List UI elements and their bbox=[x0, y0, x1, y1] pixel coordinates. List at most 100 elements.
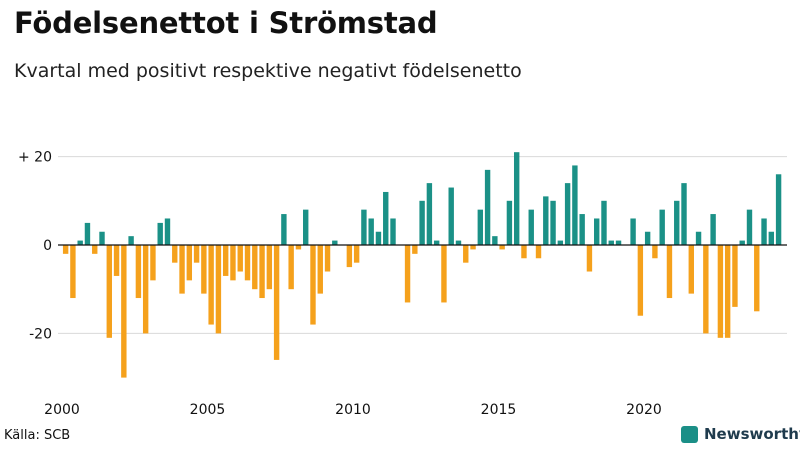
newsworthy-logo-icon bbox=[681, 425, 698, 443]
bar bbox=[281, 214, 287, 245]
bar bbox=[601, 200, 607, 245]
bar bbox=[62, 245, 69, 254]
bar bbox=[535, 245, 542, 259]
bar bbox=[484, 169, 491, 245]
bar bbox=[470, 245, 476, 250]
bar bbox=[77, 240, 83, 245]
bar bbox=[717, 245, 724, 338]
bar bbox=[128, 236, 134, 245]
bar bbox=[404, 245, 411, 303]
bar bbox=[659, 209, 665, 245]
bar bbox=[543, 196, 549, 245]
bar bbox=[157, 222, 163, 245]
y-tick-label: 0 bbox=[43, 238, 52, 254]
bar bbox=[455, 240, 462, 245]
bar bbox=[273, 245, 280, 360]
bar bbox=[84, 222, 91, 245]
bar bbox=[317, 245, 323, 294]
x-tick-label: 2010 bbox=[335, 402, 371, 418]
bar bbox=[754, 245, 760, 312]
bar bbox=[644, 231, 651, 245]
bar bbox=[703, 245, 709, 334]
bar bbox=[259, 245, 265, 299]
bar bbox=[310, 245, 316, 325]
brand-logo: Newsworthy bbox=[681, 425, 800, 443]
bar bbox=[448, 187, 454, 245]
chart-title: Födelsenettot i Strömstad bbox=[14, 6, 438, 40]
bar bbox=[135, 245, 142, 299]
bar bbox=[353, 245, 360, 263]
bar bbox=[652, 245, 658, 259]
bar bbox=[499, 245, 505, 250]
x-tick-label: 2015 bbox=[481, 402, 517, 418]
bar bbox=[222, 245, 229, 276]
bar bbox=[681, 183, 687, 245]
bar bbox=[608, 240, 614, 245]
bar bbox=[564, 183, 571, 245]
bar bbox=[521, 245, 527, 259]
x-tick-label: 2005 bbox=[190, 402, 226, 418]
bar bbox=[252, 245, 258, 290]
bar bbox=[630, 218, 636, 245]
bar bbox=[724, 245, 731, 338]
bar bbox=[688, 245, 694, 294]
y-tick-label: + 20 bbox=[18, 150, 52, 166]
bar bbox=[746, 209, 753, 245]
bar bbox=[513, 152, 520, 245]
bar bbox=[368, 218, 374, 245]
bar bbox=[710, 214, 716, 245]
bar bbox=[346, 245, 353, 268]
source-note: Källa: SCB bbox=[4, 428, 71, 443]
bar bbox=[761, 218, 767, 245]
bar bbox=[739, 240, 745, 245]
bar bbox=[201, 245, 207, 294]
bar bbox=[142, 245, 149, 334]
bar bbox=[383, 191, 389, 245]
chart-subtitle: Kvartal med positivt respektive negativt… bbox=[14, 60, 522, 82]
bar bbox=[550, 200, 556, 245]
bar bbox=[586, 245, 593, 272]
bar bbox=[266, 245, 273, 290]
bar bbox=[106, 245, 112, 338]
bar bbox=[572, 165, 578, 245]
bar bbox=[528, 209, 534, 245]
brand-name: Newsworthy bbox=[704, 425, 800, 443]
y-tick-label: -20 bbox=[29, 326, 52, 342]
bar bbox=[375, 231, 382, 245]
bar bbox=[361, 209, 367, 245]
bar bbox=[288, 245, 294, 290]
bar bbox=[193, 245, 200, 263]
x-tick-label: 2020 bbox=[626, 402, 662, 418]
x-tick-label: 2000 bbox=[44, 402, 80, 418]
bar bbox=[237, 245, 243, 272]
bar bbox=[594, 218, 600, 245]
bar bbox=[433, 240, 440, 245]
bar bbox=[324, 245, 331, 272]
bar bbox=[303, 209, 309, 245]
bar bbox=[186, 245, 193, 281]
bar bbox=[695, 231, 702, 245]
bar bbox=[674, 200, 680, 245]
bar bbox=[332, 240, 338, 245]
bar bbox=[215, 245, 222, 334]
bar bbox=[121, 245, 127, 378]
bar bbox=[179, 245, 185, 294]
bar bbox=[477, 209, 484, 245]
bar bbox=[164, 218, 171, 245]
bar bbox=[506, 200, 513, 245]
bar bbox=[579, 214, 585, 245]
bar bbox=[230, 245, 236, 281]
bar bbox=[615, 240, 622, 245]
bar bbox=[295, 245, 302, 250]
bar bbox=[441, 245, 447, 303]
bar bbox=[775, 174, 782, 245]
bar bbox=[412, 245, 418, 254]
bar bbox=[463, 245, 469, 263]
bar bbox=[419, 200, 425, 245]
bar bbox=[390, 218, 396, 245]
bar bbox=[426, 183, 433, 245]
bar bbox=[99, 231, 105, 245]
bar bbox=[70, 245, 76, 299]
bar bbox=[637, 245, 644, 316]
